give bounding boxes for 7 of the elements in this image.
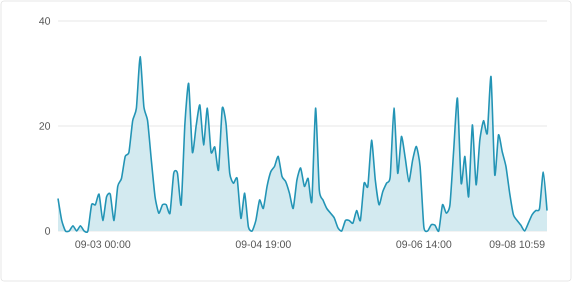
y-tick-label: 20 [39,122,50,130]
y-tick-label: 40 [39,17,50,25]
x-tick-label: 09-06 14:00 [396,240,452,248]
x-tick-label: 09-04 19:00 [236,240,291,248]
y-tick-label: 0 [45,227,50,235]
x-tick-label: 09-08 10:59 [490,240,545,248]
x-tick-label: 09-03 00:00 [75,240,130,248]
